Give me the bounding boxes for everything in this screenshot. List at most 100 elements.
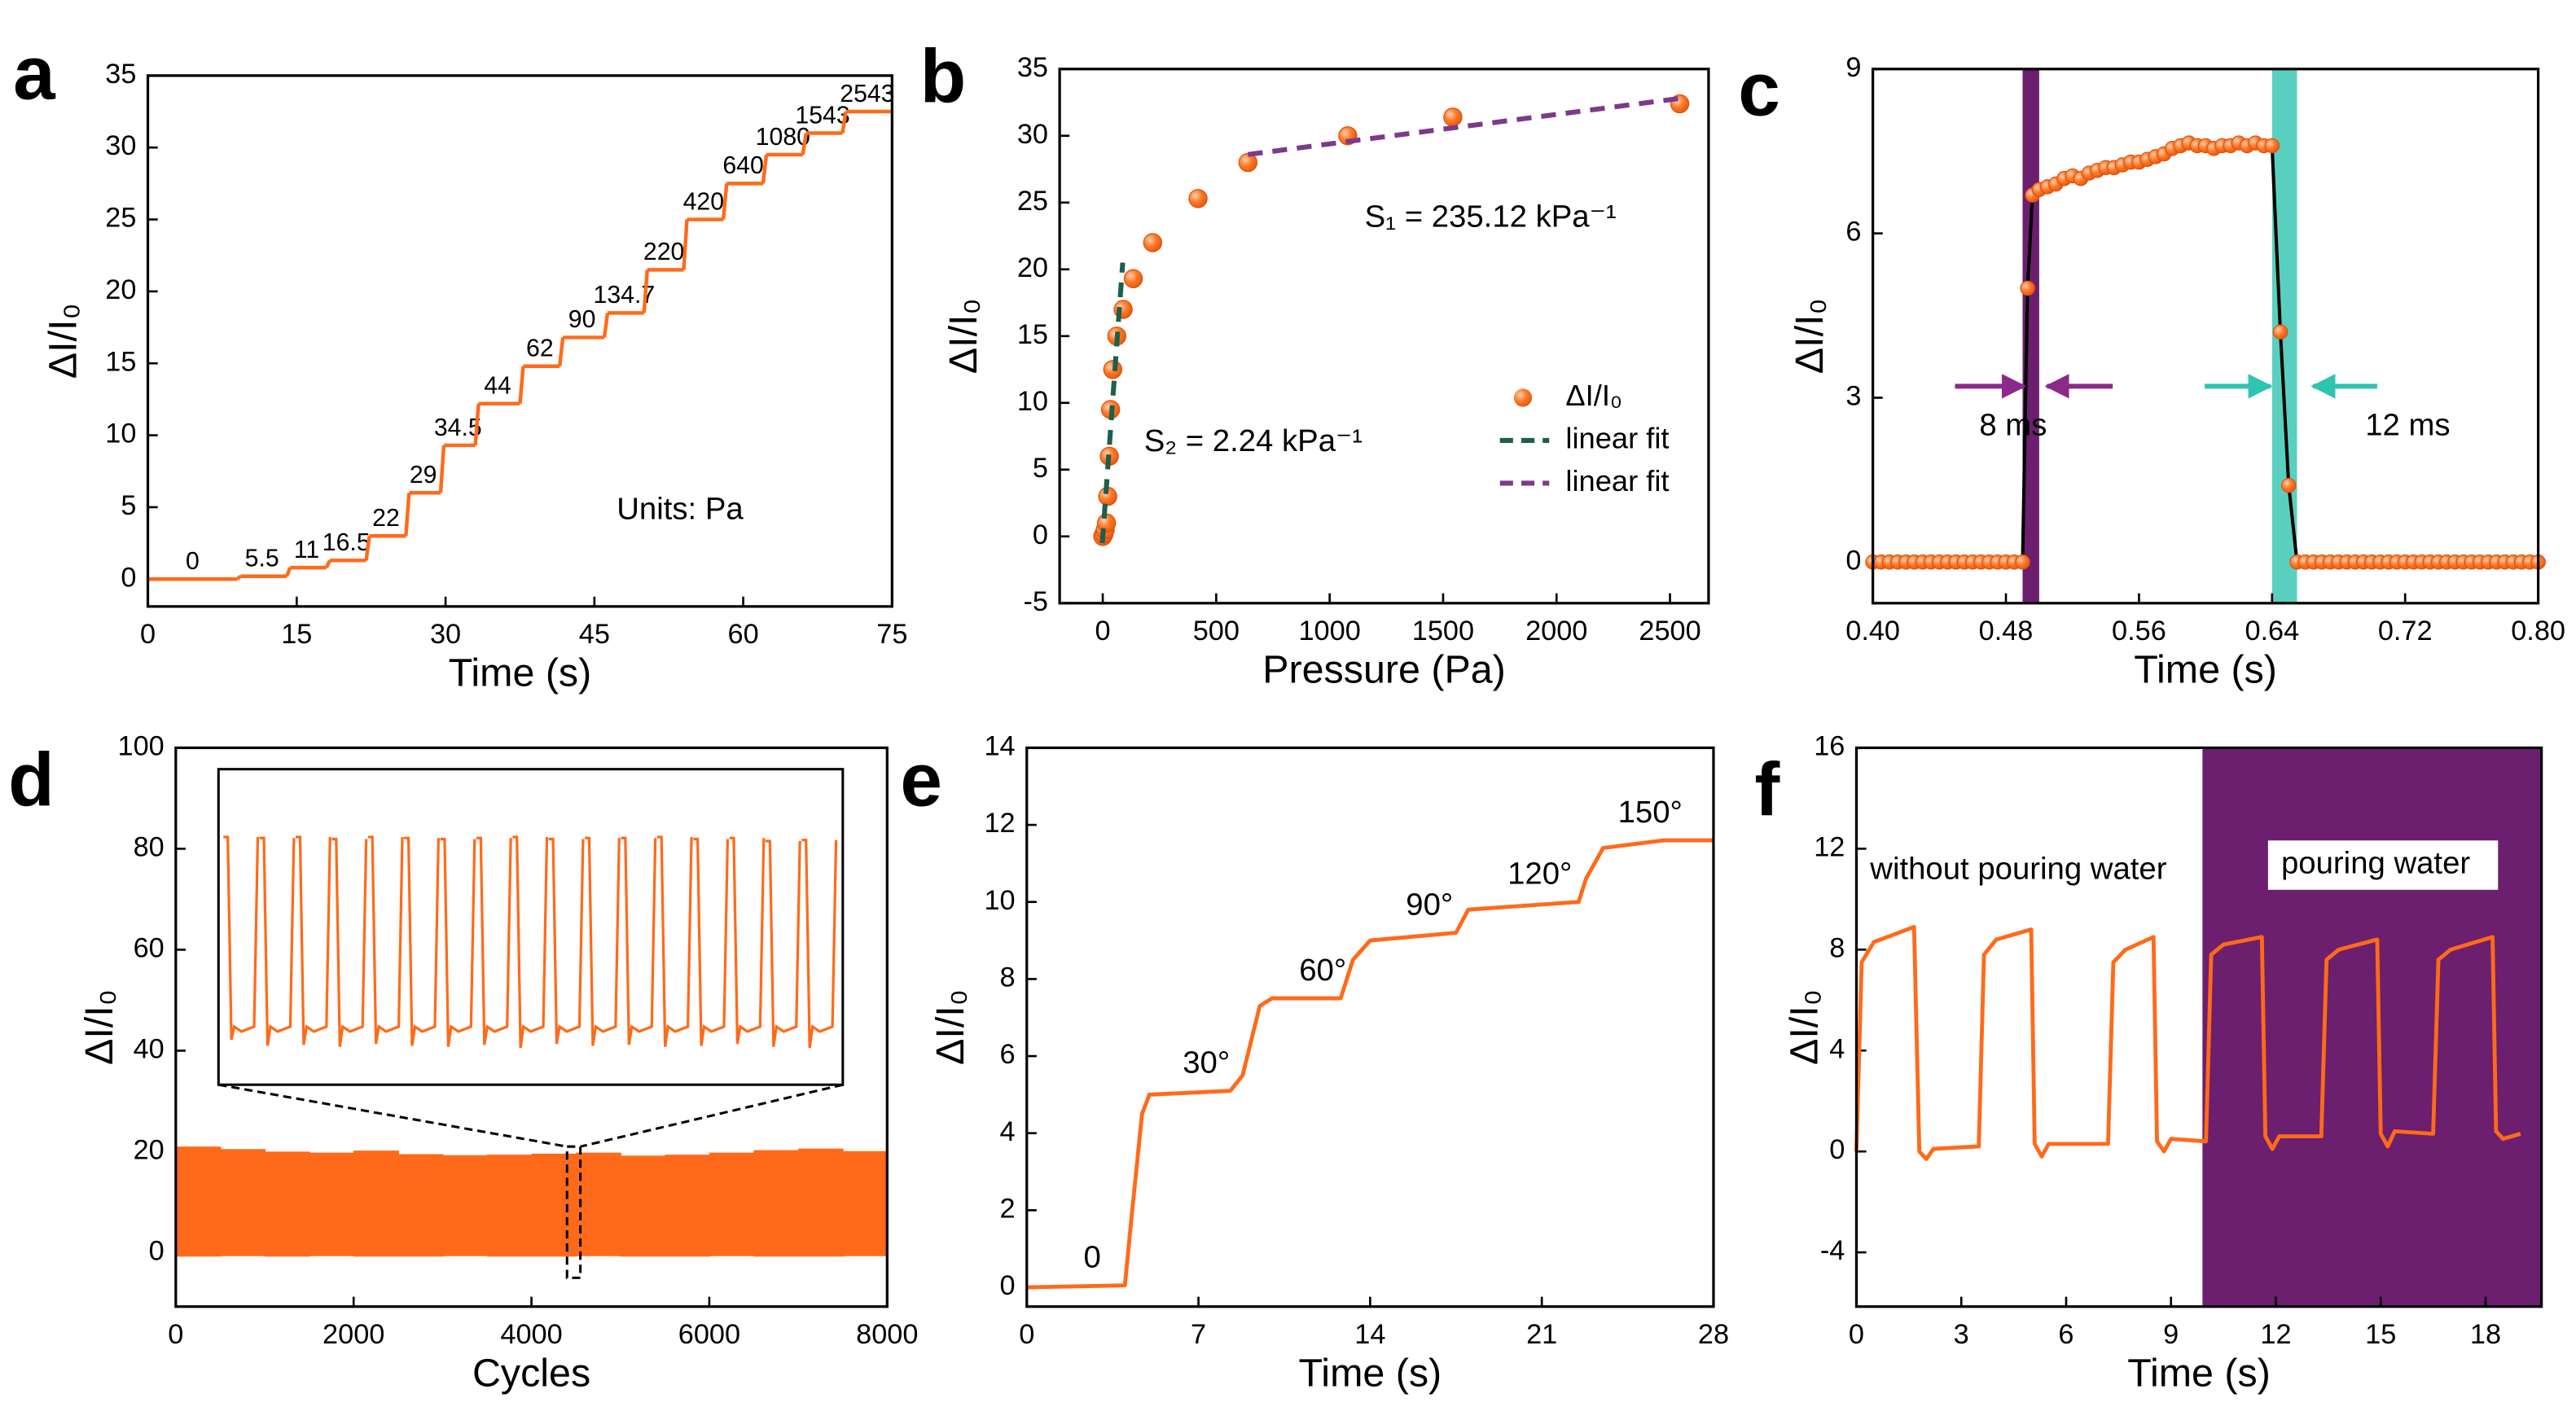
x-tick-label: 0.40 xyxy=(1845,616,1900,646)
point xyxy=(1123,269,1143,288)
y-tick-label: 16 xyxy=(1814,730,1845,761)
step-riser xyxy=(404,493,411,537)
y-axis-label: ΔI/I₀ xyxy=(41,303,85,379)
panel-letter: a xyxy=(13,30,56,115)
step-label: 34.5 xyxy=(434,414,482,441)
panel: 0 2000 4000 6000 8000 0 20 40 60 80 100 Cycles ΔI/I₀… xyxy=(8,730,918,1395)
x-tick-label: 9 xyxy=(2163,1319,2179,1350)
x-tick-label: 0 xyxy=(168,1319,183,1350)
y-tick-label: 30 xyxy=(105,130,136,161)
step-riser xyxy=(840,111,848,134)
legend-label: linear fit xyxy=(1565,422,1669,455)
inset-pulse xyxy=(331,837,368,1047)
inset-pulse xyxy=(801,839,838,1049)
cycle-band xyxy=(265,1151,310,1257)
x-tick-label: 30 xyxy=(430,619,461,650)
inset-pulse xyxy=(296,835,331,1045)
y-tick-label: 6 xyxy=(1845,217,1861,248)
annotation: S₂ = 2.24 kPa⁻¹ xyxy=(1144,423,1363,458)
step-label: 2543 xyxy=(840,81,894,107)
x-tick-label: 6000 xyxy=(678,1319,740,1350)
y-tick-label: 8 xyxy=(1829,932,1845,963)
y-tick-label: 25 xyxy=(1017,186,1048,217)
annotation: pouring water xyxy=(2281,846,2470,881)
y-tick-label: 5 xyxy=(1033,453,1048,484)
point xyxy=(2272,324,2289,340)
inset-pulse xyxy=(404,836,441,1046)
x-axis-label: Pressure (Pa) xyxy=(1262,647,1505,691)
x-tick-label: 6 xyxy=(2058,1319,2074,1350)
step-riser xyxy=(682,219,689,270)
step-label: 5.5 xyxy=(245,546,279,572)
y-tick-label: 0 xyxy=(1829,1134,1845,1165)
y-tick-label: 80 xyxy=(134,831,165,862)
x-tick-label: 0 xyxy=(1095,616,1111,646)
step-label: 16.5 xyxy=(323,529,371,556)
x-axis-label: Time (s) xyxy=(2127,1351,2271,1395)
y-tick-label: 0 xyxy=(1000,1270,1016,1301)
step-riser xyxy=(473,403,481,446)
panel-letter: e xyxy=(900,737,942,822)
panel: 0 15 30 45 60 75 0 5 10 15 20 25 30 35 Time (s) ΔI/I₀ a 0… xyxy=(13,30,907,695)
time-band xyxy=(2022,68,2039,603)
plot-frame xyxy=(1872,68,2540,605)
shade xyxy=(2202,747,2542,1307)
y-tick-label: 12 xyxy=(1814,831,1845,862)
x-tick-label: 14 xyxy=(1354,1319,1385,1350)
y-tick-label: 10 xyxy=(984,885,1015,916)
cycle-band xyxy=(220,1149,266,1256)
y-tick-label: 15 xyxy=(1017,319,1048,350)
plot-frame xyxy=(1025,746,1715,1308)
plot-frame xyxy=(1058,68,1710,605)
point xyxy=(1143,233,1163,252)
cycle-band xyxy=(753,1150,800,1257)
x-tick-label: 3 xyxy=(1954,1319,1969,1350)
point xyxy=(1238,152,1258,173)
y-tick-label: 30 xyxy=(1017,119,1048,150)
annotation: 8 ms xyxy=(1979,407,2047,442)
zoom-connector xyxy=(580,1083,844,1148)
step-label: 60° xyxy=(1299,953,1346,988)
y-tick-label: 4 xyxy=(1829,1033,1845,1064)
y-axis-label: ΔI/I₀ xyxy=(941,298,985,374)
legend-marker xyxy=(1513,388,1533,407)
inset-pulse xyxy=(766,839,801,1047)
x-tick-label: 0 xyxy=(1849,1319,1864,1350)
cycle-band xyxy=(486,1155,533,1257)
x-tick-label: 7 xyxy=(1191,1319,1206,1350)
step-label: 0 xyxy=(1084,1240,1101,1275)
legend-label: ΔI/I₀ xyxy=(1565,379,1622,412)
y-tick-label: 9 xyxy=(1845,52,1861,83)
y-tick-label: -5 xyxy=(1023,586,1047,617)
x-axis-label: Time (s) xyxy=(1299,1351,1442,1395)
y-axis-label: ΔI/I₀ xyxy=(77,989,121,1065)
point xyxy=(2020,280,2035,296)
step-riser xyxy=(602,313,610,338)
inset-pulse xyxy=(729,836,766,1045)
step-riser xyxy=(324,559,331,569)
x-tick-label: 2500 xyxy=(1639,616,1701,646)
x-tick-label: 45 xyxy=(579,619,610,650)
y-tick-label: 0 xyxy=(121,562,136,593)
x-tick-label: 2000 xyxy=(1525,616,1587,646)
y-axis-label: ΔI/I₀ xyxy=(928,989,972,1065)
y-tick-label: 20 xyxy=(1017,252,1048,283)
x-tick-label: 0 xyxy=(140,619,156,650)
panel-letter: d xyxy=(8,737,55,822)
cycle-band xyxy=(531,1153,577,1257)
cycle-band xyxy=(842,1150,889,1256)
y-tick-label: 0 xyxy=(1845,545,1861,576)
inset-pulse xyxy=(656,835,693,1047)
cycle-band xyxy=(397,1154,444,1257)
step-label: 22 xyxy=(372,505,400,532)
y-tick-label: 3 xyxy=(1845,381,1861,412)
x-tick-label: 8000 xyxy=(856,1319,918,1350)
inset-frame xyxy=(217,768,845,1086)
step-label: 11 xyxy=(294,537,319,563)
y-tick-label: 4 xyxy=(1000,1116,1016,1147)
step-riser xyxy=(722,183,729,220)
y-tick-label: 0 xyxy=(1033,519,1048,550)
trace xyxy=(1854,924,2521,1161)
point xyxy=(2015,554,2030,570)
